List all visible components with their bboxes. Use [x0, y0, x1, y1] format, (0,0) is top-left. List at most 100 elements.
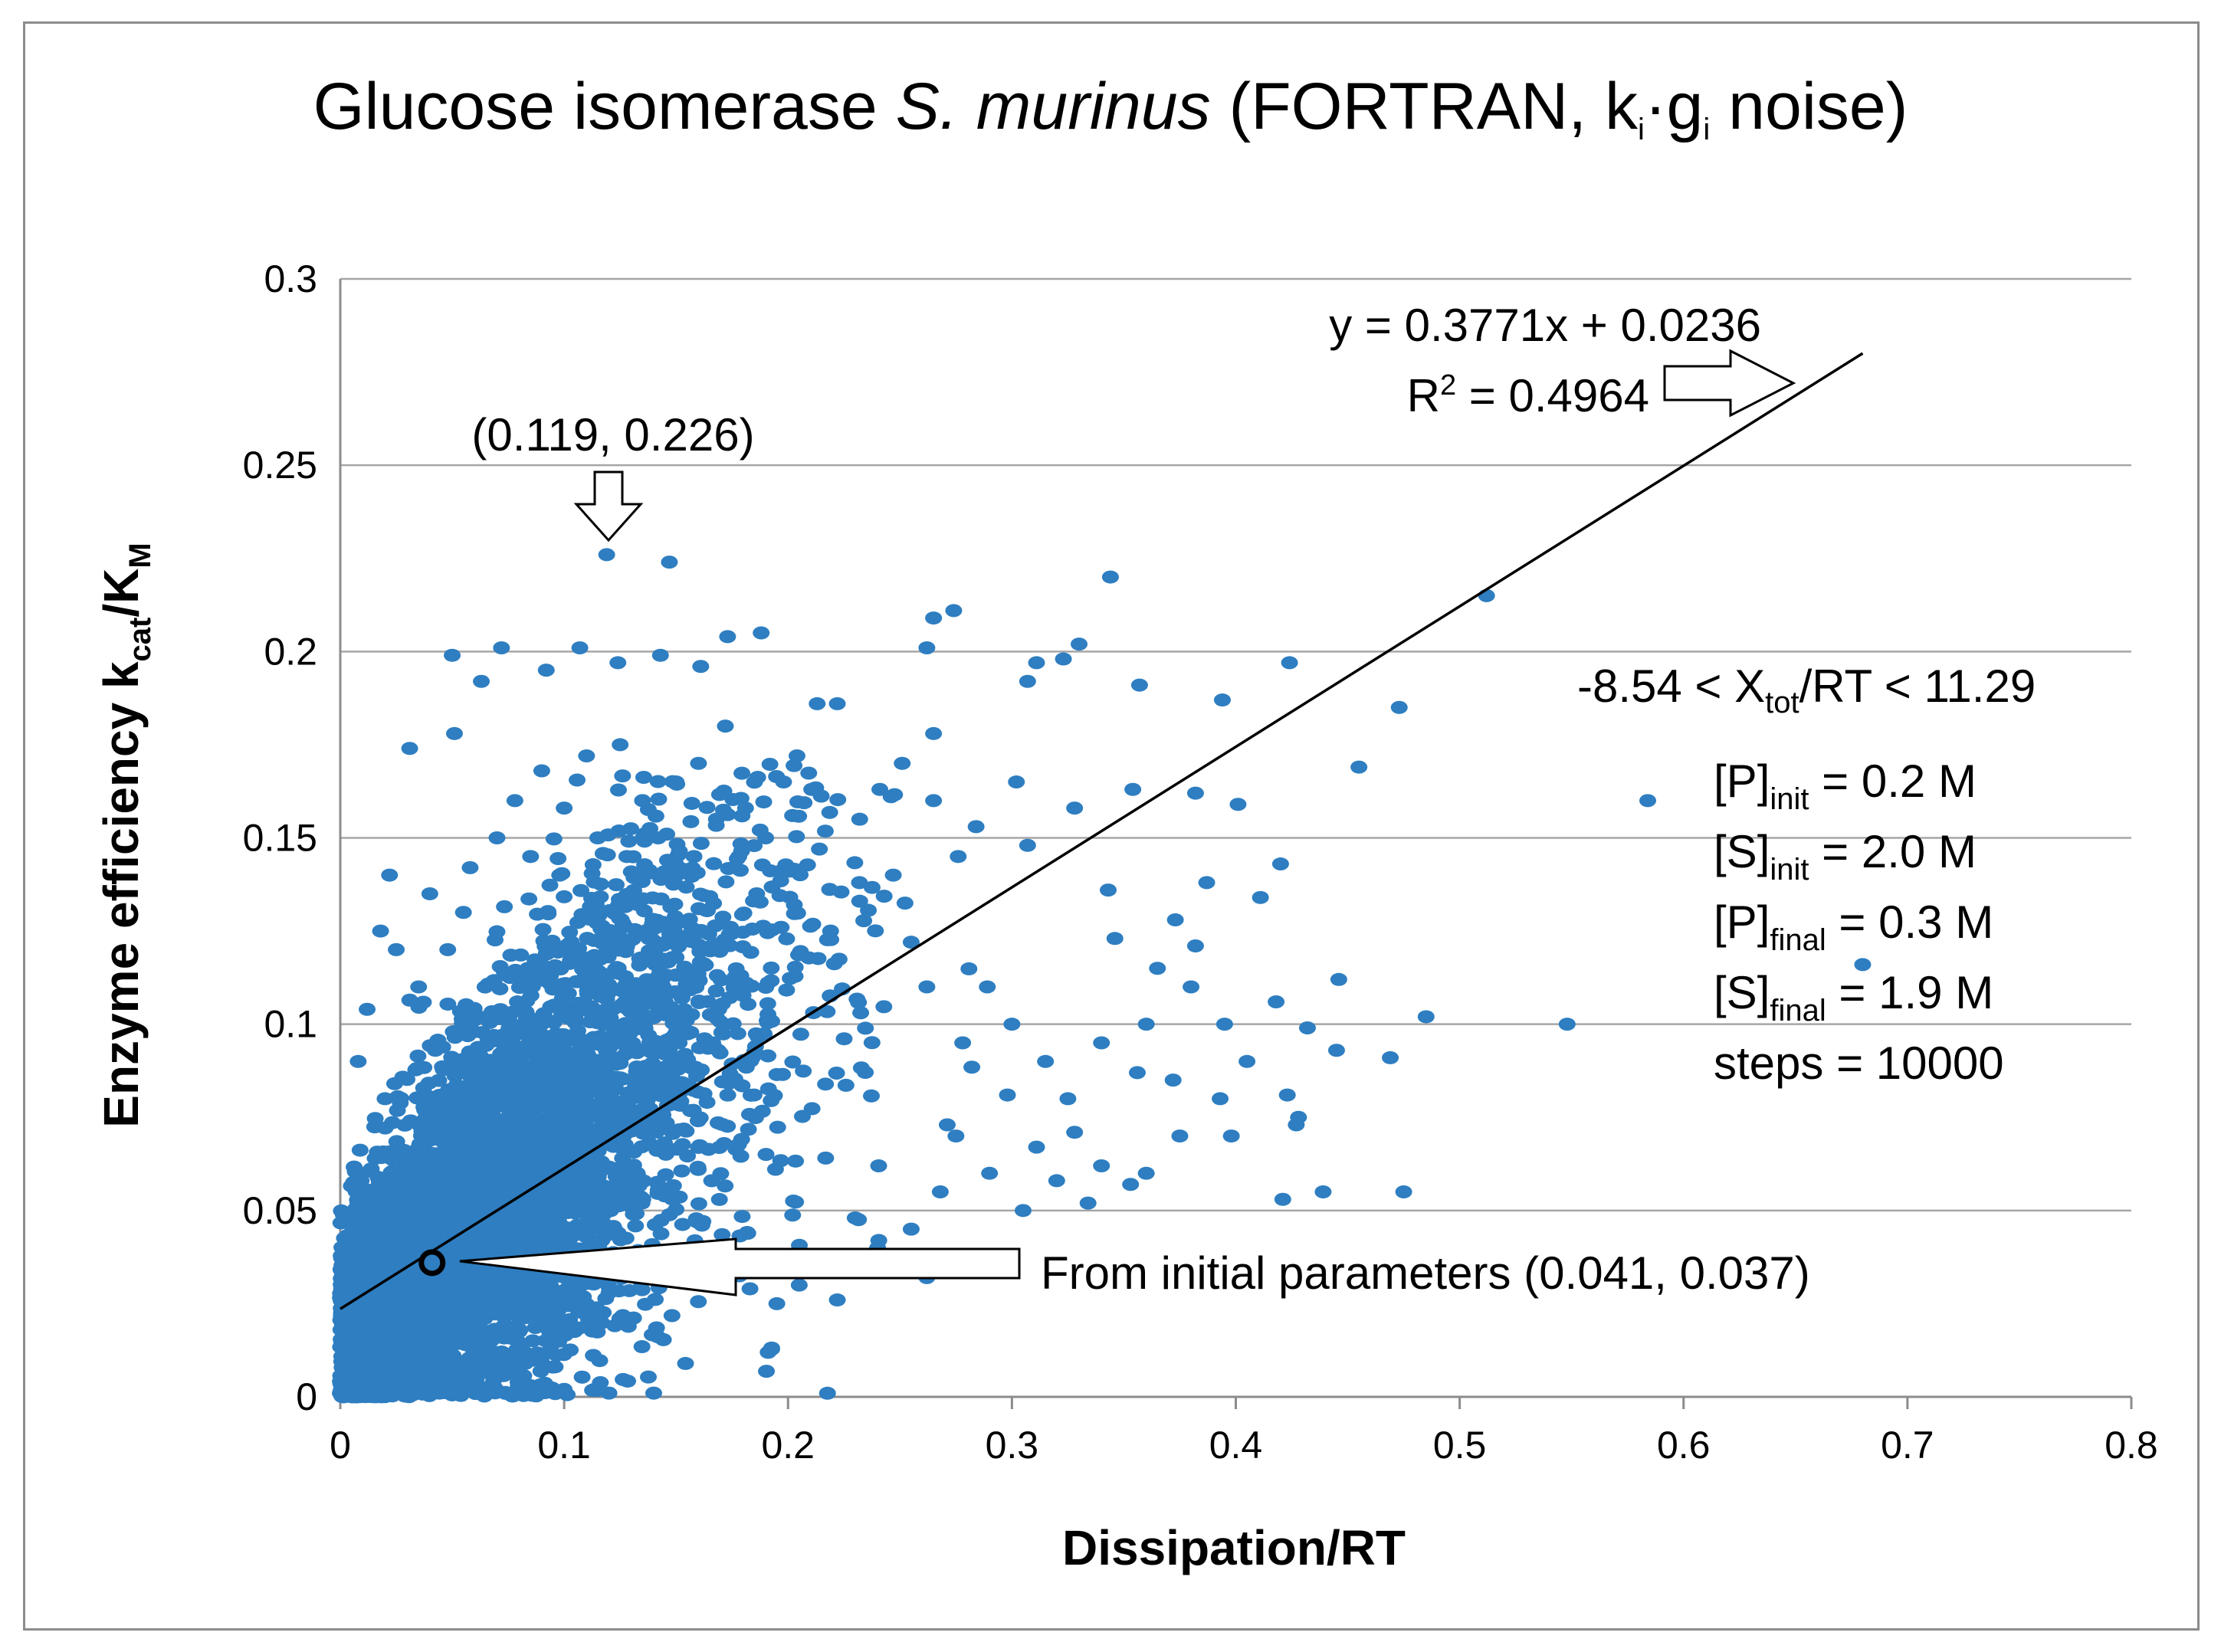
cloud-point [601, 1160, 618, 1174]
cloud-point [784, 1055, 802, 1069]
cloud-point [548, 1349, 566, 1362]
cloud-point [763, 1342, 780, 1356]
cloud-point [852, 1006, 870, 1020]
cloud-point [395, 1143, 413, 1157]
cloud-point [576, 1220, 594, 1234]
cloud-point [609, 926, 627, 939]
cloud-point [719, 1119, 737, 1133]
cloud-point [597, 1292, 615, 1306]
cloud-point [616, 978, 634, 992]
cloud-point [396, 1118, 414, 1132]
cloud-point [761, 757, 779, 771]
cloud-point [520, 1160, 538, 1174]
cloud-point [850, 995, 868, 1009]
cloud-point [652, 1227, 670, 1241]
cloud-point [763, 961, 780, 975]
y-tick-label: 0.15 [243, 817, 317, 860]
cloud-point [710, 1192, 728, 1206]
cloud-point [470, 1010, 487, 1024]
cloud-point [863, 1036, 881, 1050]
cloud-point [755, 795, 773, 809]
cloud-point [570, 1104, 588, 1118]
cloud-point [376, 1219, 393, 1233]
cloud-point [471, 1049, 489, 1063]
cloud-point [476, 980, 494, 994]
cloud-point [493, 1346, 510, 1359]
cloud-point [592, 1198, 610, 1212]
cloud-point [529, 1039, 546, 1053]
cloud-point [625, 1146, 643, 1159]
cloud-point [819, 1005, 836, 1018]
cloud-point [492, 1122, 510, 1136]
cloud-point [828, 1067, 845, 1080]
cloud-point [364, 1209, 382, 1223]
cloud-point [430, 1132, 448, 1146]
cloud-point [546, 1307, 563, 1321]
cloud-point [483, 1005, 500, 1018]
cloud-point [829, 793, 847, 807]
cloud-point [579, 987, 596, 1001]
cloud-point [619, 1319, 637, 1333]
x-tick-label: 0.5 [1433, 1424, 1487, 1467]
cloud-point [684, 1103, 702, 1117]
x-tick-label: 0.8 [2105, 1424, 2158, 1467]
cloud-point [478, 1387, 496, 1401]
cloud-point [540, 907, 557, 921]
cloud-point [510, 1089, 528, 1103]
cloud-point [792, 868, 809, 882]
cloud-point [583, 867, 601, 880]
cloud-point [594, 847, 612, 860]
cloud-point [459, 1029, 477, 1043]
cloud-point [690, 1197, 707, 1211]
cloud-point [621, 1106, 638, 1120]
cloud-point [582, 891, 600, 905]
cloud-point [569, 773, 586, 787]
cloud-point [766, 1162, 784, 1176]
cloud-point [753, 858, 771, 872]
cloud-point [846, 856, 864, 870]
cloud-point [656, 865, 674, 879]
cloud-point [628, 1046, 645, 1060]
cloud-point [409, 1049, 427, 1063]
cloud-point [586, 1382, 603, 1396]
cloud-point [536, 1132, 553, 1146]
cloud-point [662, 900, 680, 914]
cloud-point [708, 969, 726, 982]
cloud-point [633, 1340, 651, 1354]
cloud-point [795, 1064, 812, 1078]
cloud-point [641, 864, 658, 877]
cloud-point [615, 1372, 632, 1386]
cloud-point [719, 1088, 737, 1102]
cloud-point [577, 1277, 595, 1290]
cloud-point [540, 1203, 557, 1217]
cloud-point [758, 1365, 776, 1378]
cloud-point [495, 1331, 513, 1345]
cloud-point [740, 1123, 757, 1136]
cloud-point [711, 1014, 729, 1028]
cloud-point [635, 770, 652, 784]
cloud-point [408, 1185, 425, 1198]
cloud-point [704, 1036, 721, 1050]
cloud-point [625, 870, 643, 884]
cloud-point [561, 1313, 579, 1326]
cloud-point [420, 1077, 438, 1090]
cloud-point [720, 862, 737, 876]
cloud-point [787, 1154, 805, 1168]
cloud-point [521, 1224, 539, 1237]
cloud-point [395, 1385, 413, 1399]
cloud-point [458, 1135, 476, 1149]
cloud-point [692, 887, 710, 901]
cloud-point [863, 880, 881, 894]
cloud-point [857, 1066, 874, 1080]
cloud-point [626, 923, 644, 936]
cloud-point [724, 1017, 742, 1031]
cloud-point [857, 1021, 874, 1035]
cloud-point [451, 1367, 468, 1381]
cloud-point [592, 877, 609, 891]
cloud-point [625, 1091, 642, 1105]
cloud-point [714, 997, 731, 1011]
cloud-point [556, 890, 573, 903]
cloud-point [710, 788, 728, 801]
cloud-point [543, 1338, 560, 1352]
cloud-point [417, 1113, 435, 1126]
